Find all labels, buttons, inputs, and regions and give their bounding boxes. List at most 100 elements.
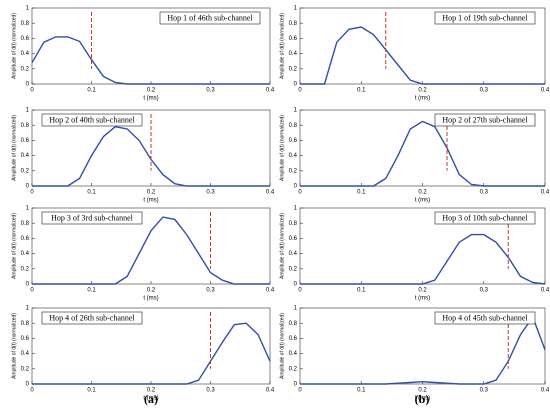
y-tick-label: 0.2 [289, 168, 298, 174]
y-tick-label: 0.8 [21, 221, 30, 227]
y-tick-label: 0.6 [21, 336, 30, 342]
annotation-box [159, 11, 261, 25]
x-axis-label: t (ms) [415, 296, 430, 302]
x-tick-label: 0.3 [206, 288, 215, 294]
y-tick-label: 0.8 [289, 21, 298, 27]
x-tick-label: 0 [30, 190, 34, 196]
y-tick-label: 1 [26, 6, 30, 12]
x-tick-label: 0.4 [266, 88, 275, 94]
x-tick-label: 0.4 [541, 288, 550, 294]
signal-line [300, 26, 545, 85]
annotation-box [41, 311, 143, 325]
y-tick-label: 0.2 [289, 266, 298, 272]
x-tick-label: 0.2 [418, 288, 427, 294]
x-axis-label: t (ms) [143, 198, 158, 204]
signal-line [300, 233, 546, 285]
signal-line [300, 120, 545, 187]
x-tick-label: 0.4 [266, 388, 275, 394]
annotation: Hop 2 of 40th sub-channel [49, 115, 135, 124]
x-tick-label: 0.2 [147, 388, 156, 394]
annotation: Hop 1 of 19th sub-channel [442, 13, 528, 22]
y-axis-label: Amplitude of d(t) (normalized) [279, 213, 285, 279]
x-tick-label: 0.1 [87, 288, 96, 294]
y-tick-label: 0.2 [289, 366, 298, 372]
x-axis-label: t (ms) [415, 198, 430, 204]
y-tick-label: 0 [294, 184, 298, 190]
y-tick-label: 0.6 [21, 236, 30, 242]
x-tick-label: 0 [298, 388, 302, 394]
x-axis-label: t (ms) [415, 96, 430, 102]
y-tick-label: 0.6 [289, 36, 298, 42]
y-tick-label: 0.4 [289, 351, 298, 357]
x-tick-label: 0.1 [357, 190, 366, 196]
y-tick-label: 0.4 [289, 251, 298, 257]
y-axis-label: Amplitude of d(t) (normalized) [279, 313, 285, 379]
x-tick-label: 0.1 [87, 190, 96, 196]
y-axis-label: Amplitude of d(t) (normalized) [11, 213, 17, 279]
y-axis-label: Amplitude of d(t) (normalized) [11, 115, 17, 181]
x-axis-label: t (ms) [143, 296, 158, 302]
x-tick-label: 0.1 [87, 88, 96, 94]
x-tick-label: 0.2 [418, 88, 427, 94]
annotation: Hop 3 of 10th sub-channel [442, 213, 528, 222]
panel-label: (a) [144, 392, 158, 406]
annotation: Hop 4 of 45th sub-channel [442, 313, 528, 322]
x-tick-label: 0.2 [418, 190, 427, 196]
y-tick-label: 0.2 [289, 66, 298, 72]
annotation-box [41, 211, 143, 225]
y-tick-label: 0.6 [289, 236, 298, 242]
x-tick-label: 0 [298, 190, 302, 196]
annotation: Hop 1 of 46th sub-channel [167, 13, 253, 22]
x-tick-label: 0.2 [418, 388, 427, 394]
x-tick-label: 0 [30, 88, 34, 94]
x-tick-label: 0.1 [357, 88, 366, 94]
y-tick-label: 0.4 [289, 51, 298, 57]
x-tick-label: 0.1 [357, 288, 366, 294]
annotation: Hop 2 of 27th sub-channel [442, 115, 528, 124]
y-tick-label: 0.2 [21, 366, 30, 372]
y-tick-label: 1 [26, 306, 30, 312]
y-tick-label: 0.2 [21, 66, 30, 72]
annotation: Hop 3 of 3rd sub-channel [51, 213, 134, 222]
x-tick-label: 0 [298, 88, 302, 94]
x-tick-label: 0.1 [357, 388, 366, 394]
y-tick-label: 0 [26, 382, 30, 388]
y-tick-label: 0.8 [289, 123, 298, 129]
y-axis-label: Amplitude of d(t) (normalized) [279, 115, 285, 181]
y-tick-label: 0.4 [21, 251, 30, 257]
x-tick-label: 0.3 [206, 190, 215, 196]
x-tick-label: 0.3 [480, 388, 489, 394]
annotation-box [434, 11, 536, 25]
annotation-box [434, 211, 536, 225]
y-tick-label: 0 [294, 282, 298, 288]
signal-line [32, 216, 270, 285]
annotation-box [434, 311, 536, 325]
y-tick-label: 0.6 [289, 138, 298, 144]
y-tick-label: 0.2 [21, 168, 30, 174]
x-tick-label: 0.4 [541, 190, 550, 196]
y-tick-label: 0.4 [21, 351, 30, 357]
y-tick-label: 0.4 [21, 51, 30, 57]
y-axis-label: Amplitude of d(t) (normalized) [11, 313, 17, 379]
panel-label: (b) [415, 392, 430, 406]
x-axis-label: t (ms) [143, 96, 158, 102]
y-tick-label: 1 [26, 206, 30, 212]
y-tick-label: 0.2 [21, 266, 30, 272]
y-tick-label: 0 [294, 382, 298, 388]
x-tick-label: 0 [298, 288, 302, 294]
x-tick-label: 0.4 [266, 190, 275, 196]
annotation-box [41, 113, 143, 127]
y-tick-label: 1 [294, 306, 298, 312]
y-tick-label: 0.4 [21, 153, 30, 159]
x-tick-label: 0.3 [206, 388, 215, 394]
y-tick-label: 0.6 [21, 36, 30, 42]
x-tick-label: 0.3 [206, 88, 215, 94]
y-tick-label: 0 [26, 184, 30, 190]
y-tick-label: 0 [26, 282, 30, 288]
y-tick-label: 0.6 [21, 138, 30, 144]
y-tick-label: 0.6 [289, 336, 298, 342]
x-tick-label: 0.3 [480, 288, 489, 294]
y-tick-label: 1 [294, 6, 298, 12]
x-tick-label: 0.4 [541, 388, 550, 394]
